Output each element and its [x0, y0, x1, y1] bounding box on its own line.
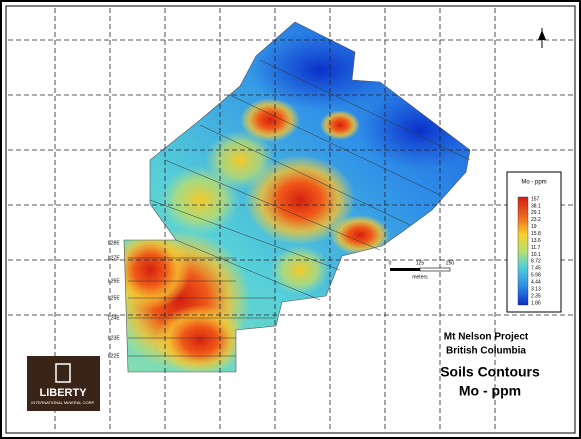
legend-title: Mo - ppm: [521, 180, 546, 186]
scale-tick: 0: [389, 260, 392, 266]
legend-label: 15.8: [531, 231, 541, 237]
scale-unit: meters: [412, 274, 428, 280]
project-name: Mt Nelson Project: [444, 332, 529, 343]
line-label: L24E: [108, 315, 120, 321]
line-label: L26E: [108, 278, 120, 284]
legend-label: 3.13: [531, 286, 541, 292]
legend-label: 2.35: [531, 293, 541, 299]
inner-frame: [5, 5, 576, 434]
line-label: L22E: [108, 353, 120, 359]
legend-label: 7.45: [531, 266, 541, 272]
legend-label: 29.1: [531, 210, 541, 216]
company-logo: LIBERTY INTERNATIONAL MINERAL CORP.: [27, 356, 100, 411]
map-title: Soils Contours: [440, 364, 540, 380]
survey-lines: [128, 59, 471, 357]
legend-label: 157: [531, 196, 540, 202]
legend-label: 1.86: [531, 300, 541, 306]
legend-label: 10.1: [531, 252, 541, 258]
legend-label: 8.72: [531, 259, 541, 265]
line-label: L23E: [108, 335, 120, 341]
line-labels: L28E L27E L26E L25E L24E L23E L22E: [108, 240, 120, 359]
region-name: British Columbia: [446, 346, 526, 357]
legend: Mo - ppm 15738.129.123.21915.813.611.710…: [506, 171, 562, 313]
survey-outline: [123, 21, 471, 373]
logo-tagline: INTERNATIONAL MINERAL CORP.: [31, 400, 95, 405]
scale-bar: 0 125 250 meters: [389, 260, 455, 280]
legend-label: 23.2: [531, 217, 541, 223]
legend-label: 13.6: [531, 238, 541, 244]
scale-tick: 250: [446, 260, 455, 266]
scale-tick: 125: [416, 260, 425, 266]
map-subtitle: Mo - ppm: [459, 383, 521, 399]
legend-label: 5.98: [531, 273, 541, 279]
north-arrow: [538, 28, 546, 48]
legend-label: 19: [531, 224, 537, 230]
line-label: L28E: [108, 240, 120, 246]
line-label: L27E: [108, 255, 120, 261]
legend-label: 4.44: [531, 280, 541, 286]
legend-label: 11.7: [531, 245, 541, 251]
logo-name: LIBERTY: [39, 387, 87, 399]
line-label: L25E: [108, 295, 120, 301]
legend-label: 38.1: [531, 203, 541, 209]
